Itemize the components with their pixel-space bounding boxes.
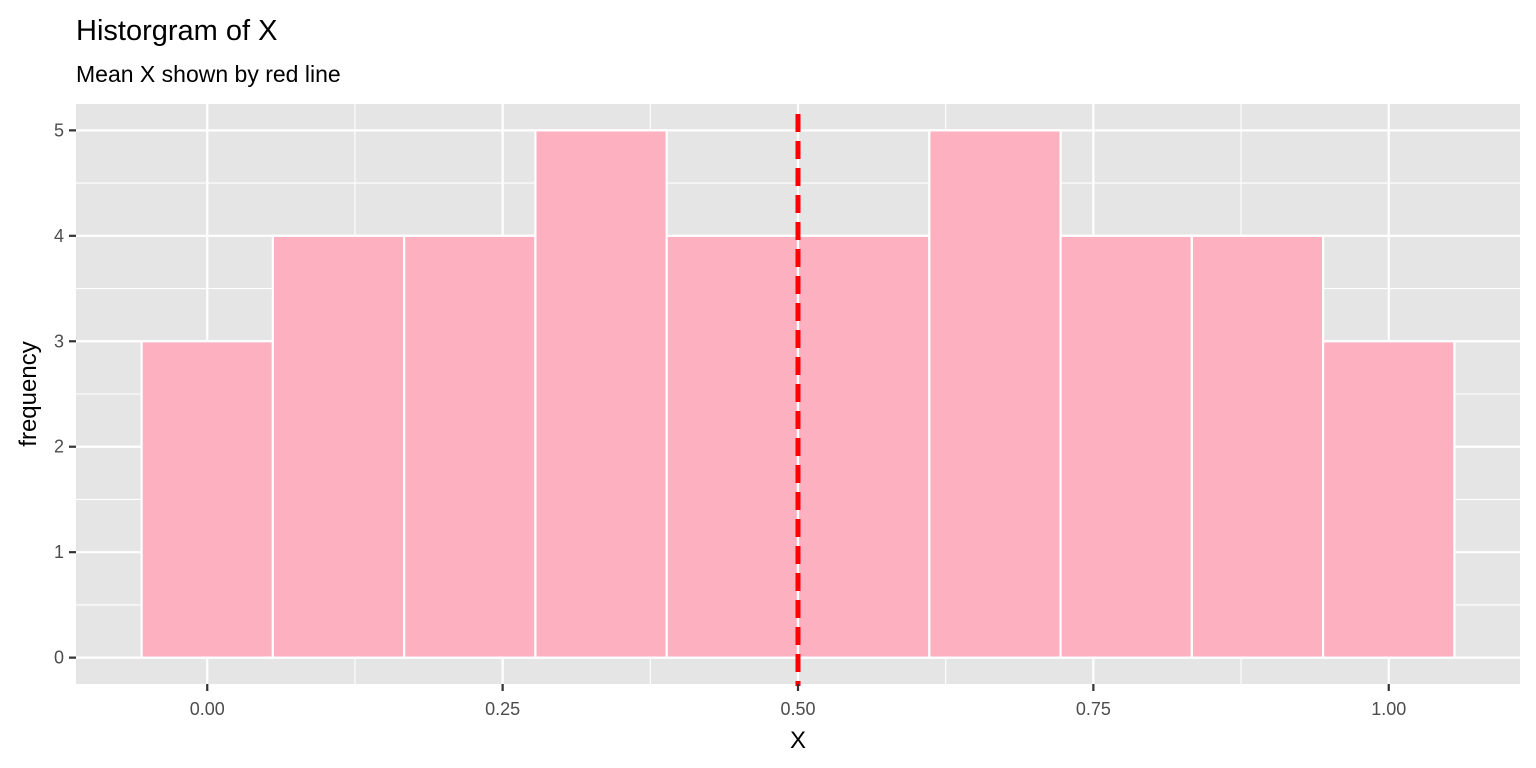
histogram-bar [140, 340, 274, 659]
histogram-bar [665, 234, 800, 659]
x-tick-label: 0.75 [1076, 699, 1111, 719]
chart-title: Historgram of X [76, 15, 277, 47]
x-tick-label: 0.25 [485, 699, 520, 719]
x-tick-label: 0.00 [190, 699, 225, 719]
x-axis-label: X [790, 727, 806, 754]
y-axis-label: frequency [15, 341, 42, 446]
chart-subtitle: Mean X shown by red line [76, 61, 341, 87]
histogram-bar [1190, 234, 1325, 659]
y-tick-label: 2 [54, 437, 64, 457]
histogram-bars [140, 129, 1456, 659]
histogram-bar [1322, 340, 1456, 659]
y-tick-label: 3 [54, 331, 64, 351]
histogram-bar [796, 234, 931, 659]
x-tick-label: 1.00 [1371, 699, 1406, 719]
y-tick-label: 0 [54, 648, 64, 668]
histogram-bar [928, 129, 1062, 659]
x-tick-label: 0.50 [780, 699, 815, 719]
histogram-bar [1059, 234, 1193, 659]
y-axis: 0 1 2 3 4 5 [54, 120, 76, 668]
histogram-bar [534, 129, 668, 659]
y-tick-label: 5 [54, 120, 64, 140]
y-tick-label: 4 [54, 226, 64, 246]
histogram-bar [271, 234, 406, 659]
histogram-bar [403, 234, 537, 659]
x-axis: 0.00 0.25 0.50 0.75 1.00 [190, 684, 1406, 719]
y-tick-label: 1 [54, 542, 64, 562]
